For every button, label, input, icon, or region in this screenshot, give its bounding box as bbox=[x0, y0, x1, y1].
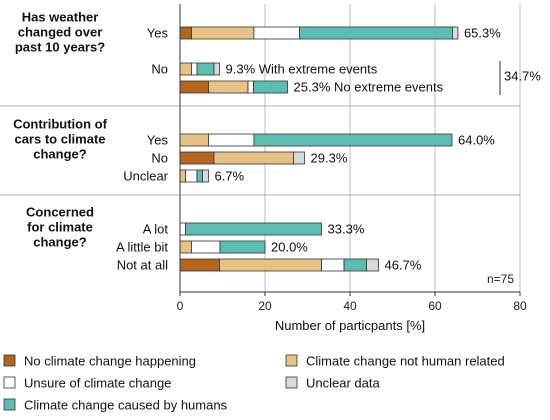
chart-legend: No climate change happening Climate chang… bbox=[3, 354, 505, 413]
legend-label: Unsure of climate change bbox=[24, 376, 171, 391]
bar-segment-unsure bbox=[247, 80, 254, 94]
bar-segment-unclear bbox=[213, 62, 220, 76]
bar-segment-not-human bbox=[179, 169, 186, 183]
bracket-label: 34.7% bbox=[504, 69, 541, 84]
legend-swatch-not-human bbox=[285, 354, 298, 367]
category-label: No bbox=[151, 151, 168, 166]
bar-segment-human bbox=[196, 169, 203, 183]
bar-segment-unclear bbox=[452, 26, 459, 40]
category-label: A little bit bbox=[116, 240, 168, 255]
bar-segment-unclear bbox=[366, 258, 379, 272]
bar-total-label: 20.0% bbox=[271, 240, 308, 255]
legend-swatch-unsure bbox=[3, 376, 16, 389]
bar-segment-no-cc bbox=[179, 26, 192, 40]
category-label: Yes bbox=[147, 133, 169, 148]
question-label: change? bbox=[33, 147, 87, 162]
bar-segment-human bbox=[219, 240, 266, 254]
bar-total-label: 64.0% bbox=[458, 133, 495, 148]
bar-segment-not-human bbox=[179, 62, 192, 76]
x-tick-label: 40 bbox=[343, 299, 357, 313]
bar-segment-no-cc bbox=[179, 151, 215, 165]
legend-label: Unclear data bbox=[306, 376, 380, 391]
x-axis-label: Number of particpants [%] bbox=[275, 318, 425, 333]
question-label: Concerned bbox=[26, 205, 94, 220]
bar-segment-unsure bbox=[253, 26, 300, 40]
bar-segment-unsure bbox=[208, 133, 255, 147]
chart-axes: 0 20 40 60 80 Number of particpants [%] n=75 bbox=[177, 4, 527, 333]
x-tick-label: 60 bbox=[428, 299, 442, 313]
bar-total-label: 6.7% bbox=[214, 169, 244, 184]
bar-segment-unsure bbox=[185, 169, 198, 183]
bar-segment-human bbox=[299, 26, 453, 40]
legend-swatch-unclear bbox=[285, 376, 298, 389]
x-tick-label: 0 bbox=[177, 299, 184, 313]
bar-segment-not-human bbox=[213, 151, 294, 165]
bar-total-label: 25.3% No extreme events bbox=[294, 80, 444, 95]
category-label: Not at all bbox=[117, 258, 168, 273]
question-label: Contribution of bbox=[13, 117, 108, 132]
category-label: Unclear bbox=[123, 169, 168, 184]
legend-label: Climate change caused by humans bbox=[24, 398, 228, 413]
bar-segment-unsure bbox=[191, 240, 221, 254]
bar-segment-unsure bbox=[191, 62, 198, 76]
bar-segment-human bbox=[343, 258, 367, 272]
bar-segment-not-human bbox=[179, 240, 192, 254]
bar-segment-not-human bbox=[208, 80, 249, 94]
bar-total-label: 46.7% bbox=[384, 258, 421, 273]
legend-swatch-human bbox=[3, 398, 16, 411]
question-label: cars to climate bbox=[14, 132, 105, 147]
bar-segment-not-human bbox=[219, 258, 322, 272]
bar-total-label: 29.3% bbox=[311, 151, 348, 166]
category-label: No bbox=[151, 62, 168, 77]
bar-segment-not-human bbox=[191, 26, 255, 40]
bar-segment-unclear bbox=[202, 169, 209, 183]
x-tick-label: 80 bbox=[513, 299, 527, 313]
bar-segment-human bbox=[196, 62, 215, 76]
bar-segment-human bbox=[185, 222, 322, 236]
bar-segment-unclear bbox=[293, 151, 305, 165]
category-label: Yes bbox=[147, 26, 169, 41]
question-label: for climate bbox=[27, 220, 93, 235]
question-label: past 10 years? bbox=[15, 40, 105, 55]
legend-label: Climate change not human related bbox=[306, 354, 505, 369]
bar-total-label: 65.3% bbox=[464, 26, 501, 41]
question-label: changed over bbox=[18, 25, 103, 40]
question-label: change? bbox=[33, 235, 87, 250]
chart-bars bbox=[179, 26, 459, 272]
bar-segment-human bbox=[253, 80, 288, 94]
bar-segment-not-human bbox=[179, 133, 209, 147]
question-label: Has weather bbox=[22, 10, 99, 25]
legend-swatch-no-cc bbox=[3, 354, 16, 367]
category-label: A lot bbox=[143, 222, 169, 237]
bar-segment-human bbox=[253, 133, 453, 147]
bar-total-label: 9.3% With extreme events bbox=[226, 62, 378, 77]
bar-total-label: 33.3% bbox=[328, 222, 365, 237]
bar-segment-unsure bbox=[179, 222, 186, 236]
legend-label: No climate change happening bbox=[24, 354, 196, 369]
bar-segment-unsure bbox=[321, 258, 345, 272]
bar-segment-no-cc bbox=[179, 258, 220, 272]
x-tick-label: 20 bbox=[258, 299, 272, 313]
sample-size-note: n=75 bbox=[487, 272, 514, 286]
bar-segment-no-cc bbox=[179, 80, 209, 94]
